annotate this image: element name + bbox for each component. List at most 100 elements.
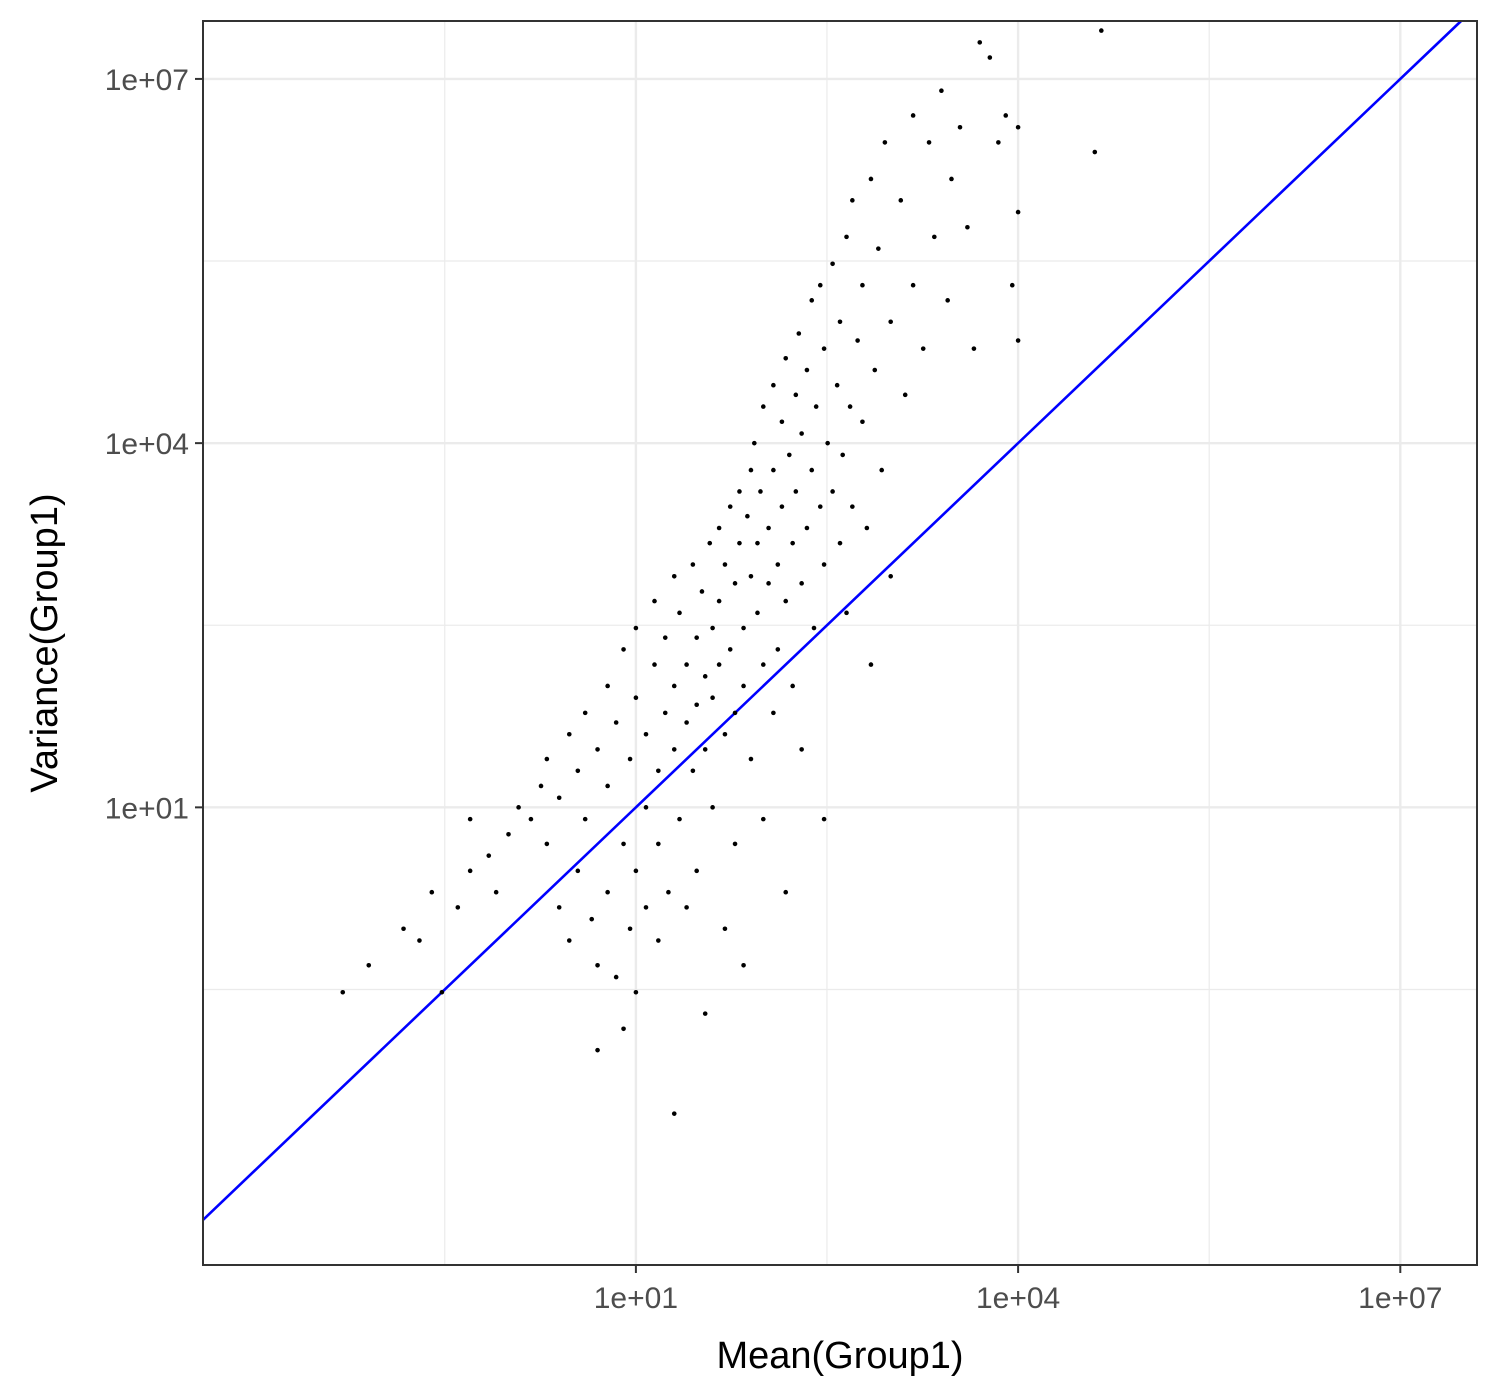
data-point — [690, 562, 696, 567]
data-point — [727, 647, 733, 652]
data-point — [783, 355, 789, 361]
data-point — [627, 756, 633, 762]
data-point — [732, 841, 738, 847]
data-point — [809, 298, 815, 303]
data-point — [910, 113, 916, 118]
data-point — [643, 731, 649, 737]
identity-reference-line — [202, 20, 1462, 1221]
data-point — [671, 683, 677, 689]
data-point — [758, 489, 763, 494]
y-axis: 1e+01 1e+04 1e+07 — [105, 64, 203, 825]
data-point — [783, 889, 789, 895]
data-point — [707, 540, 713, 546]
data-point — [722, 731, 728, 737]
data-point — [775, 562, 781, 567]
data-point — [799, 747, 804, 752]
data-point — [710, 695, 715, 701]
reference-line-layer — [202, 20, 1462, 1221]
data-point — [605, 783, 610, 789]
x-axis-title: Mean(Group1) — [716, 1335, 963, 1377]
data-point — [796, 331, 802, 336]
data-point — [787, 452, 792, 458]
data-point — [813, 404, 819, 409]
data-point — [633, 695, 639, 701]
data-point — [722, 562, 728, 567]
data-point — [694, 702, 699, 708]
data-point — [868, 176, 874, 182]
data-point — [677, 610, 682, 616]
data-point — [595, 747, 600, 752]
data-point — [575, 868, 581, 874]
data-point — [516, 805, 521, 810]
data-point — [340, 989, 346, 995]
data-point — [821, 346, 827, 351]
data-point — [755, 610, 760, 616]
data-point — [902, 392, 908, 398]
data-point — [467, 868, 473, 874]
data-point — [1009, 282, 1015, 288]
data-point — [1015, 338, 1021, 343]
data-point — [467, 816, 473, 822]
data-point — [1092, 149, 1098, 155]
data-point — [662, 635, 668, 640]
data-point — [837, 540, 843, 546]
data-point — [439, 989, 445, 995]
data-point — [847, 404, 853, 409]
data-point — [566, 938, 572, 943]
data-point — [821, 816, 827, 822]
data-point — [761, 816, 766, 822]
data-point — [860, 282, 865, 288]
data-point — [671, 574, 677, 579]
data-point — [627, 926, 633, 932]
data-point — [666, 889, 671, 895]
data-point — [821, 562, 827, 567]
data-point — [595, 963, 600, 968]
data-point — [710, 805, 715, 810]
data-point — [779, 419, 785, 425]
data-point — [898, 198, 904, 203]
data-point — [671, 747, 677, 752]
data-point — [621, 841, 626, 847]
data-point — [613, 720, 619, 725]
data-point — [566, 731, 572, 737]
x-tick-label: 1e+07 — [1358, 1282, 1442, 1315]
data-point — [455, 905, 461, 910]
data-point — [949, 176, 954, 182]
data-point — [582, 710, 588, 716]
data-point — [799, 431, 804, 436]
data-point — [556, 795, 562, 801]
data-point — [771, 710, 776, 716]
data-point — [840, 452, 845, 458]
data-point — [656, 841, 661, 847]
data-point — [752, 440, 757, 446]
data-point — [613, 974, 619, 980]
x-tick-label: 1e+01 — [594, 1282, 678, 1315]
data-point — [643, 805, 649, 810]
panel-border — [202, 20, 1478, 1266]
x-axis: 1e+01 1e+04 1e+07 — [594, 1265, 1442, 1315]
data-point — [817, 504, 823, 509]
data-point — [506, 831, 511, 837]
data-point — [864, 525, 870, 531]
data-point — [1003, 113, 1009, 118]
data-point — [684, 720, 689, 725]
data-point — [825, 440, 830, 446]
data-point — [837, 319, 843, 325]
data-point — [702, 1011, 708, 1016]
x-tick-label: 1e+04 — [976, 1282, 1060, 1315]
data-point — [977, 40, 983, 45]
data-point — [860, 419, 865, 425]
data-point — [417, 938, 422, 943]
data-point — [844, 234, 849, 240]
data-point — [493, 889, 499, 895]
data-point — [804, 525, 810, 531]
data-point — [652, 598, 657, 604]
data-point — [748, 756, 754, 762]
data-point — [702, 747, 708, 752]
data-point — [722, 926, 728, 932]
data-point — [737, 489, 742, 494]
data-point — [876, 246, 881, 251]
data-point — [779, 504, 785, 509]
data-point — [710, 625, 715, 631]
data-point — [716, 662, 722, 667]
